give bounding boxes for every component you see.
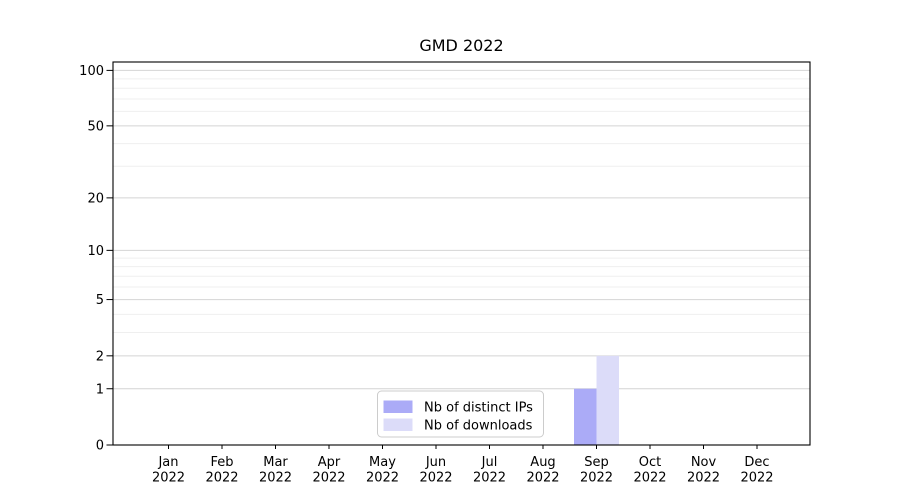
x-tick-label-year-mar: 2022 <box>259 471 292 486</box>
legend-label-downloads: Nb of downloads <box>424 419 533 434</box>
x-tick-label-year-sep: 2022 <box>580 471 613 486</box>
x-tick-label-month-apr: Apr <box>318 455 341 470</box>
x-tick-label-year-jun: 2022 <box>419 471 452 486</box>
x-tick-label-month-jul: Jul <box>481 455 498 470</box>
x-tick-label-month-may: May <box>369 455 396 470</box>
plot-border <box>112 61 811 446</box>
y-tick-label-5: 5 <box>96 293 104 308</box>
bar-distinct-ips-sep <box>574 388 597 445</box>
x-tick-label-month-mar: Mar <box>263 455 288 470</box>
y-axis: 0 1 2 5 10 20 50 100 <box>79 64 113 454</box>
bars <box>574 355 619 445</box>
legend-label-distinct-ips: Nb of distinct IPs <box>424 401 533 416</box>
x-tick-label-month-aug: Aug <box>530 455 555 470</box>
x-tick-label-month-jun: Jun <box>425 455 446 470</box>
x-tick-label-month-feb: Feb <box>210 455 233 470</box>
y-tick-label-20: 20 <box>87 191 104 206</box>
legend-swatch-downloads <box>383 418 413 431</box>
x-tick-label-month-oct: Oct <box>639 455 661 470</box>
y-tick-label-50: 50 <box>87 119 104 134</box>
gridlines <box>113 69 810 390</box>
x-tick-label-year-nov: 2022 <box>687 471 720 486</box>
legend-swatch-distinct-ips <box>383 400 413 413</box>
y-tick-label-0: 0 <box>96 439 104 454</box>
bar-downloads-sep <box>596 355 619 445</box>
chart-title: GMD 2022 <box>419 36 503 55</box>
x-tick-label-year-feb: 2022 <box>205 471 238 486</box>
x-tick-label-year-aug: 2022 <box>526 471 559 486</box>
y-tick-label-10: 10 <box>87 244 104 259</box>
x-tick-label-year-may: 2022 <box>366 471 399 486</box>
y-tick-label-1: 1 <box>96 382 104 397</box>
x-axis: Jan2022Feb2022Mar2022Apr2022May2022Jun20… <box>152 445 774 486</box>
x-tick-label-month-nov: Nov <box>691 455 717 470</box>
y-tick-label-100: 100 <box>79 64 104 79</box>
x-tick-label-year-oct: 2022 <box>633 471 666 486</box>
x-tick-label-year-apr: 2022 <box>312 471 345 486</box>
x-tick-label-year-dec: 2022 <box>740 471 773 486</box>
x-tick-label-month-jan: Jan <box>157 455 178 470</box>
x-tick-label-year-jul: 2022 <box>473 471 506 486</box>
x-tick-label-month-sep: Sep <box>584 455 609 470</box>
legend: Nb of distinct IPs Nb of downloads <box>377 390 544 438</box>
y-tick-label-2: 2 <box>96 349 104 364</box>
legend-box <box>377 390 544 438</box>
x-tick-label-month-dec: Dec <box>744 455 769 470</box>
x-tick-label-year-jan: 2022 <box>152 471 185 486</box>
